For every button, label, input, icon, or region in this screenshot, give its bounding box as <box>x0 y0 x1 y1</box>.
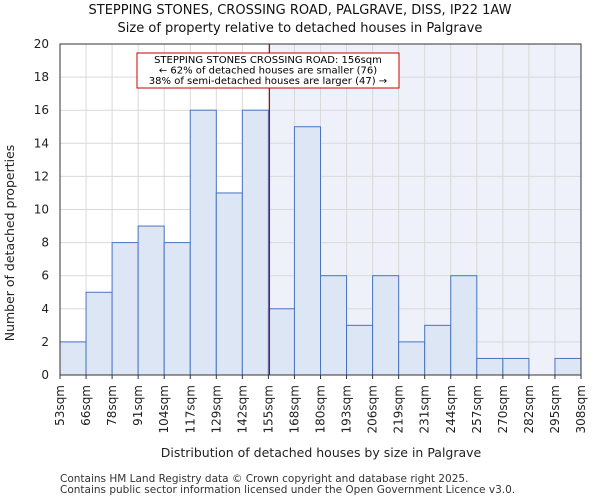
histogram-bar <box>189 109 217 376</box>
x-tick-label: 282sqm <box>522 385 536 433</box>
histogram-bar <box>372 275 400 376</box>
histogram-bar <box>476 357 504 376</box>
footer-attribution-1: Contains HM Land Registry data © Crown c… <box>60 473 469 485</box>
histogram-bar <box>450 275 478 376</box>
histogram-bar <box>346 324 374 376</box>
histogram-bar <box>398 341 426 376</box>
histogram-bar <box>424 324 452 376</box>
x-tick-label: 129sqm <box>209 385 223 433</box>
annotation-box <box>136 52 400 89</box>
x-tick-label: 117sqm <box>183 385 197 433</box>
histogram-bar <box>502 357 530 376</box>
histogram-bar <box>241 109 269 376</box>
x-tick-label: 91sqm <box>131 385 145 426</box>
histogram-bar <box>59 341 87 376</box>
histogram-bar <box>111 242 139 376</box>
x-tick-label: 295sqm <box>548 385 562 433</box>
histogram-bar <box>554 357 582 376</box>
y-tick-label: 20 <box>34 37 49 51</box>
y-tick-label: 8 <box>41 236 49 250</box>
x-axis-label: Distribution of detached houses by size … <box>161 445 482 460</box>
y-tick-label: 16 <box>34 103 49 117</box>
y-tick-label: 12 <box>34 169 49 183</box>
histogram-bar <box>293 126 322 376</box>
y-tick-label: 18 <box>34 70 49 84</box>
y-tick-label: 6 <box>41 269 49 283</box>
histogram-bar <box>85 291 113 376</box>
x-tick-label: 231sqm <box>418 385 432 433</box>
x-tick-label: 78sqm <box>105 385 119 426</box>
y-tick-label: 10 <box>34 203 49 217</box>
y-tick-label: 2 <box>41 335 49 349</box>
x-tick-label: 193sqm <box>340 385 354 433</box>
x-tick-label: 66sqm <box>79 385 93 426</box>
annotation-line-3: 38% of semi-detached houses are larger (… <box>149 76 387 87</box>
x-tick-label: 257sqm <box>470 385 484 433</box>
y-axis-label: Number of detached properties <box>2 145 17 342</box>
chart-subtitle: Size of property relative to detached ho… <box>117 21 483 36</box>
x-tick-label: 270sqm <box>496 385 510 433</box>
histogram-bar <box>137 225 165 376</box>
x-tick-label: 155sqm <box>261 385 275 433</box>
y-tick-label: 0 <box>41 368 49 382</box>
x-tick-label: 53sqm <box>53 385 67 426</box>
x-tick-label: 142sqm <box>235 385 249 433</box>
histogram-bar <box>320 275 348 376</box>
x-tick-label: 168sqm <box>287 385 301 433</box>
annotation-line-1: STEPPING STONES CROSSING ROAD: 156sqm <box>154 55 382 66</box>
x-tick-label: 308sqm <box>574 385 588 433</box>
histogram-bar <box>267 308 295 376</box>
histogram-bar <box>215 192 243 376</box>
histogram-bar <box>163 242 191 376</box>
x-tick-label: 104sqm <box>157 385 171 433</box>
x-tick-label: 219sqm <box>392 385 406 433</box>
y-tick-label: 4 <box>41 302 49 316</box>
annotation-line-2: ← 62% of detached houses are smaller (76… <box>159 66 377 77</box>
x-tick-label: 180sqm <box>314 385 328 433</box>
footer-attribution-2: Contains public sector information licen… <box>60 484 516 496</box>
x-tick-label: 244sqm <box>444 385 458 433</box>
y-tick-label: 14 <box>34 136 49 150</box>
x-tick-label: 206sqm <box>366 385 380 433</box>
bar-chart: 0 2 4 6 8 10 12 14 16 18 20 53sqm 66sqm 78sqm 91sqm 104… <box>2 37 588 460</box>
chart-title: STEPPING STONES, CROSSING ROAD, PALGRAVE… <box>88 3 512 18</box>
